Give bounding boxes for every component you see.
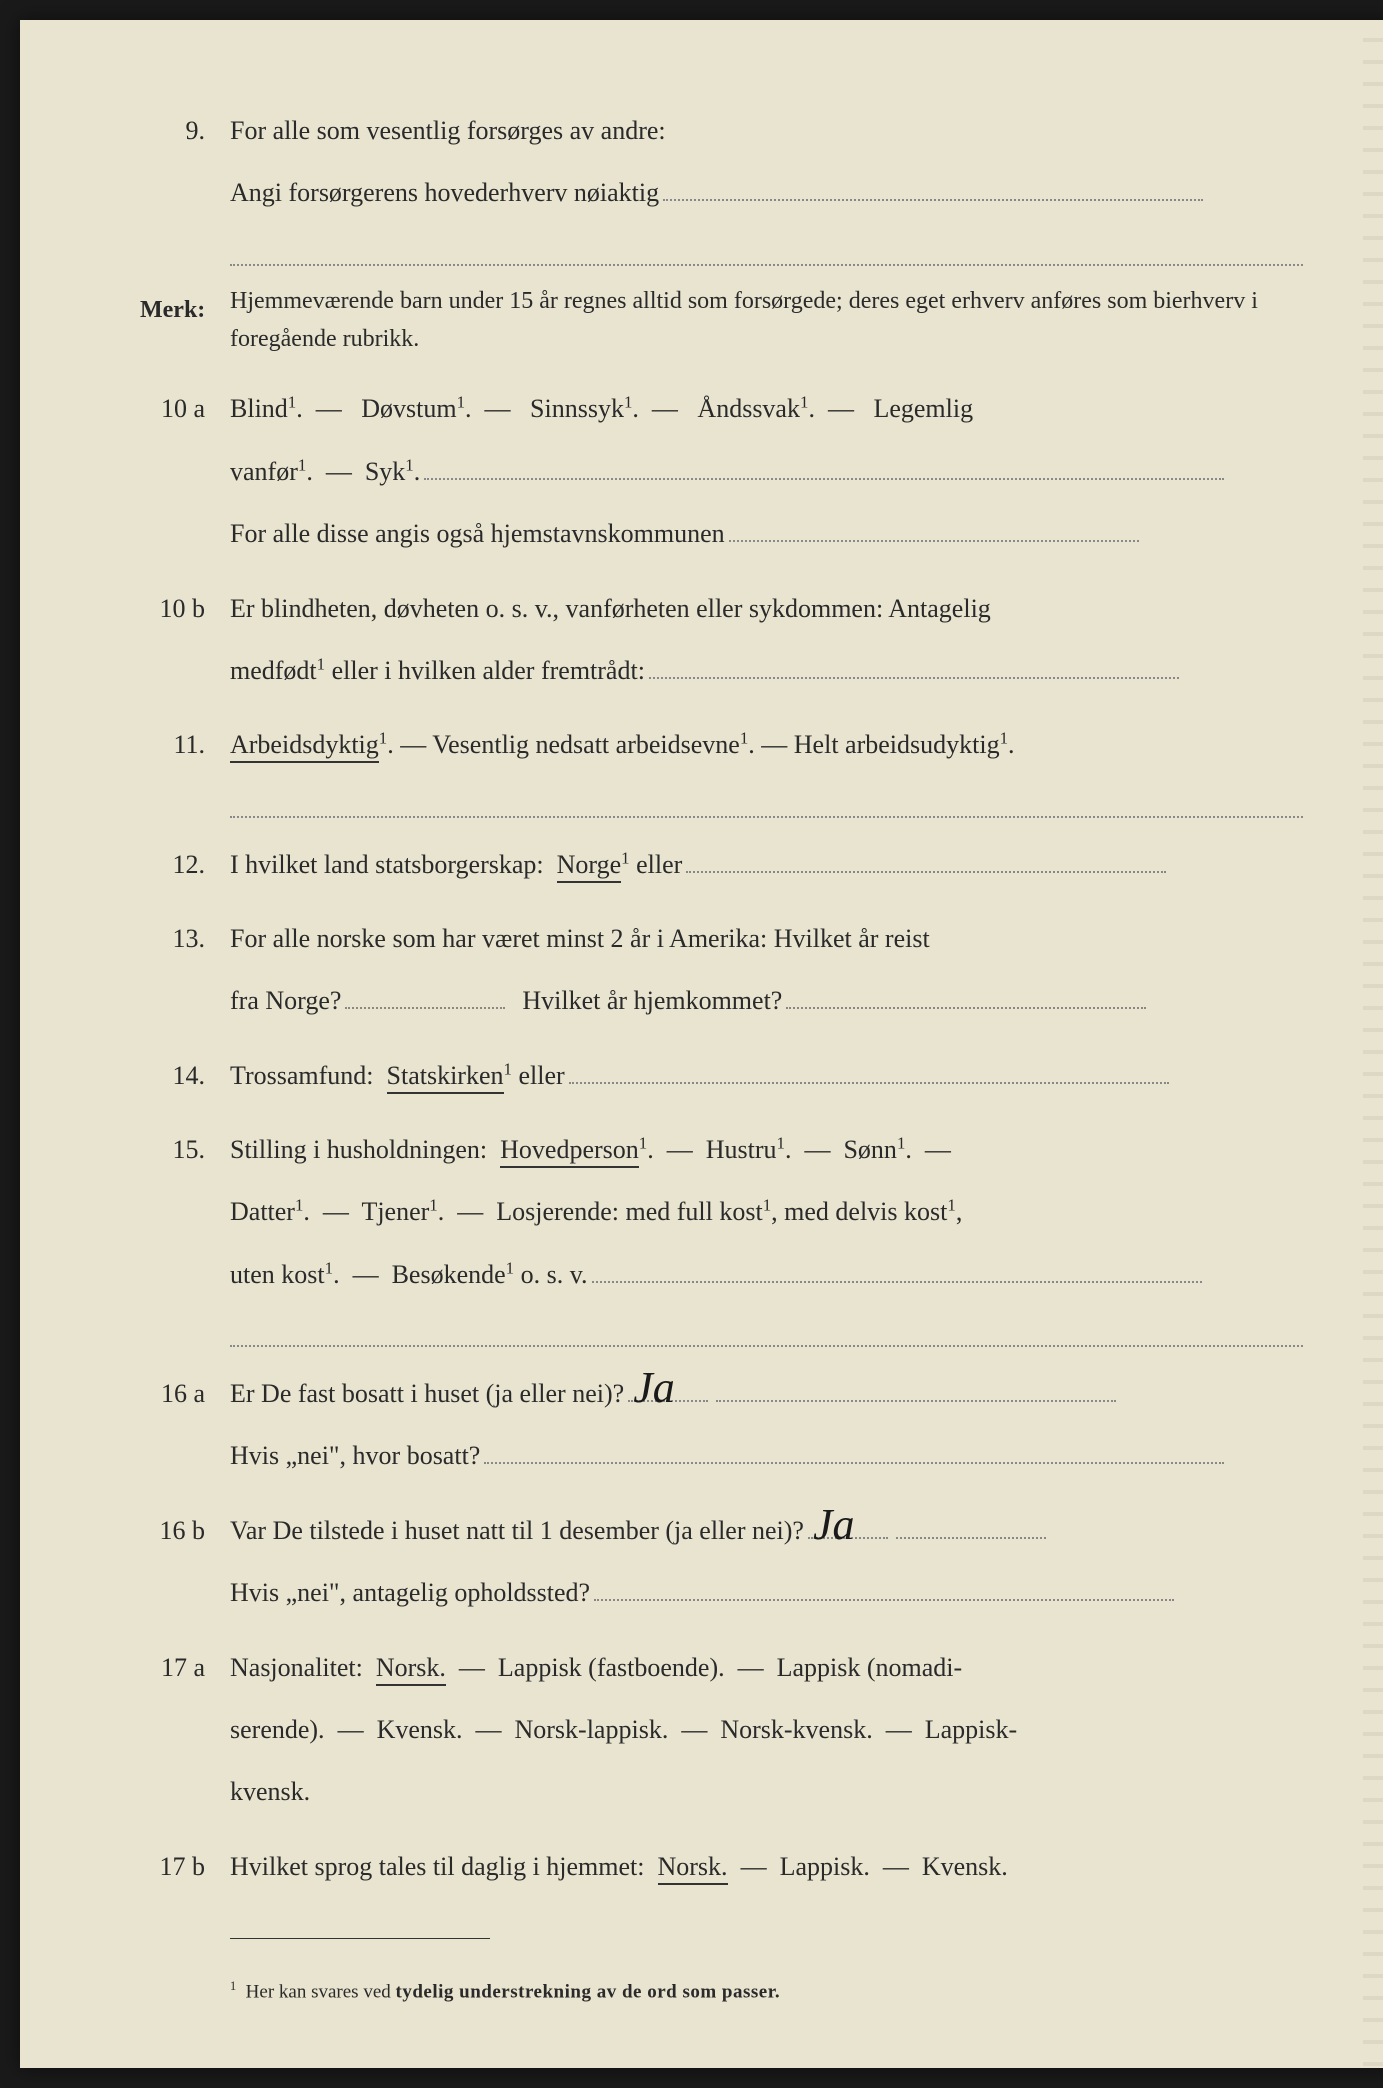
fill-line xyxy=(345,1007,505,1009)
question-14: 14. Trossamfund: Statskirken1 eller xyxy=(140,1045,1303,1107)
q12-content: I hvilket land statsborgerskap: Norge1 e… xyxy=(230,834,1303,896)
q17b-content: Hvilket sprog tales til daglig i hjemmet… xyxy=(230,1836,1303,1898)
q10a-content: Blind1. — Døvstum1. — Sinnssyk1. — Åndss… xyxy=(230,378,1303,565)
fill-line xyxy=(896,1537,1046,1539)
question-9: 9. For alle som vesentlig forsørges av a… xyxy=(140,100,1303,225)
q16b-line2: Hvis „nei", antagelig opholdssted? xyxy=(230,1562,1303,1624)
fill-line xyxy=(424,478,1224,480)
fill-line xyxy=(786,1007,1146,1009)
merk-label: Merk: xyxy=(140,282,230,359)
q12-number: 12. xyxy=(140,834,230,896)
q13-line2: fra Norge? Hvilket år hjemkommet? xyxy=(230,970,1303,1032)
q16a-content: Er De fast bosatt i huset (ja eller nei)… xyxy=(230,1363,1303,1488)
q14-content: Trossamfund: Statskirken1 eller xyxy=(230,1045,1303,1107)
q16a-line2: Hvis „nei", hvor bosatt? xyxy=(230,1425,1303,1487)
q9-line1: For alle som vesentlig forsørges av andr… xyxy=(230,100,1303,162)
q16a-line1: Er De fast bosatt i huset (ja eller nei)… xyxy=(230,1363,1303,1425)
question-13: 13. For alle norske som har været minst … xyxy=(140,908,1303,1033)
q15-line3: uten kost1. — Besøkende1 o. s. v. xyxy=(230,1244,1303,1306)
footnote: 1 Her kan svares ved tydelig understrekn… xyxy=(230,1969,1303,2003)
fill-line xyxy=(594,1599,1174,1601)
fill-line xyxy=(716,1400,1116,1402)
question-16a: 16 a Er De fast bosatt i huset (ja eller… xyxy=(140,1363,1303,1488)
q16a-number: 16 a xyxy=(140,1363,230,1488)
q10a-line3: For alle disse angis også hjemstavnskomm… xyxy=(230,503,1303,565)
q11-content: Arbeidsdyktig1. — Vesentlig nedsatt arbe… xyxy=(230,714,1303,776)
fill-line-full xyxy=(230,789,1303,818)
question-15: 15. Stilling i husholdningen: Hovedperso… xyxy=(140,1119,1303,1306)
q17a-number: 17 a xyxy=(140,1637,230,1824)
q10b-number: 10 b xyxy=(140,578,230,703)
q17a-line1: Nasjonalitet: Norsk. — Lappisk (fastboen… xyxy=(230,1637,1303,1699)
question-10b: 10 b Er blindheten, døvheten o. s. v., v… xyxy=(140,578,1303,703)
q15-content: Stilling i husholdningen: Hovedperson1. … xyxy=(230,1119,1303,1306)
q9-content: For alle som vesentlig forsørges av andr… xyxy=(230,100,1303,225)
q10b-content: Er blindheten, døvheten o. s. v., vanfør… xyxy=(230,578,1303,703)
handwritten-ja: Ja xyxy=(633,1370,675,1405)
fill-line xyxy=(686,871,1166,873)
fill-line-full xyxy=(230,1318,1303,1347)
q10b-line1: Er blindheten, døvheten o. s. v., vanfør… xyxy=(230,578,1303,640)
fill-line xyxy=(484,1462,1224,1464)
q17a-content: Nasjonalitet: Norsk. — Lappisk (fastboen… xyxy=(230,1637,1303,1824)
question-11: 11. Arbeidsdyktig1. — Vesentlig nedsatt … xyxy=(140,714,1303,776)
document-page: 9. For alle som vesentlig forsørges av a… xyxy=(20,20,1383,2068)
footnote-rule xyxy=(230,1938,490,1939)
fill-line xyxy=(663,199,1203,201)
q13-content: For alle norske som har været minst 2 år… xyxy=(230,908,1303,1033)
q16b-line1: Var De tilstede i huset natt til 1 desem… xyxy=(230,1500,1303,1562)
q14-number: 14. xyxy=(140,1045,230,1107)
q10a-line2: vanfør1. — Syk1. xyxy=(230,441,1303,503)
q13-number: 13. xyxy=(140,908,230,1033)
fill-line xyxy=(569,1082,1169,1084)
q13-line1: For alle norske som har været minst 2 år… xyxy=(230,908,1303,970)
fill-line xyxy=(649,677,1179,679)
question-10a: 10 a Blind1. — Døvstum1. — Sinnssyk1. — … xyxy=(140,378,1303,565)
q9-number: 9. xyxy=(140,100,230,225)
q17b-number: 17 b xyxy=(140,1836,230,1898)
q10a-number: 10 a xyxy=(140,378,230,565)
q16b-content: Var De tilstede i huset natt til 1 desem… xyxy=(230,1500,1303,1625)
q17a-line3: kvensk. xyxy=(230,1761,1303,1823)
merk-note: Merk: Hjemmeværende barn under 15 år reg… xyxy=(140,282,1303,359)
fill-line: Ja xyxy=(808,1537,888,1539)
question-17b: 17 b Hvilket sprog tales til daglig i hj… xyxy=(140,1836,1303,1898)
handwritten-ja: Ja xyxy=(813,1507,855,1542)
q17a-line2: serende). — Kvensk. — Norsk-lappisk. — N… xyxy=(230,1699,1303,1761)
merk-text: Hjemmeværende barn under 15 år regnes al… xyxy=(230,282,1303,359)
fill-line-full xyxy=(230,237,1303,266)
q10b-line2: medfødt1 eller i hvilken alder fremtrådt… xyxy=(230,640,1303,702)
question-17a: 17 a Nasjonalitet: Norsk. — Lappisk (fas… xyxy=(140,1637,1303,1824)
q10a-line1: Blind1. — Døvstum1. — Sinnssyk1. — Åndss… xyxy=(230,378,1303,440)
q15-line2: Datter1. — Tjener1. — Losjerende: med fu… xyxy=(230,1181,1303,1243)
fill-line xyxy=(729,540,1139,542)
question-12: 12. I hvilket land statsborgerskap: Norg… xyxy=(140,834,1303,896)
fill-line: Ja xyxy=(628,1400,708,1402)
q16b-number: 16 b xyxy=(140,1500,230,1625)
question-16b: 16 b Var De tilstede i huset natt til 1 … xyxy=(140,1500,1303,1625)
q11-number: 11. xyxy=(140,714,230,776)
q15-number: 15. xyxy=(140,1119,230,1306)
fill-line xyxy=(592,1281,1202,1283)
q15-line1: Stilling i husholdningen: Hovedperson1. … xyxy=(230,1119,1303,1181)
q9-line2: Angi forsørgerens hovederhverv nøiaktig xyxy=(230,162,1303,224)
